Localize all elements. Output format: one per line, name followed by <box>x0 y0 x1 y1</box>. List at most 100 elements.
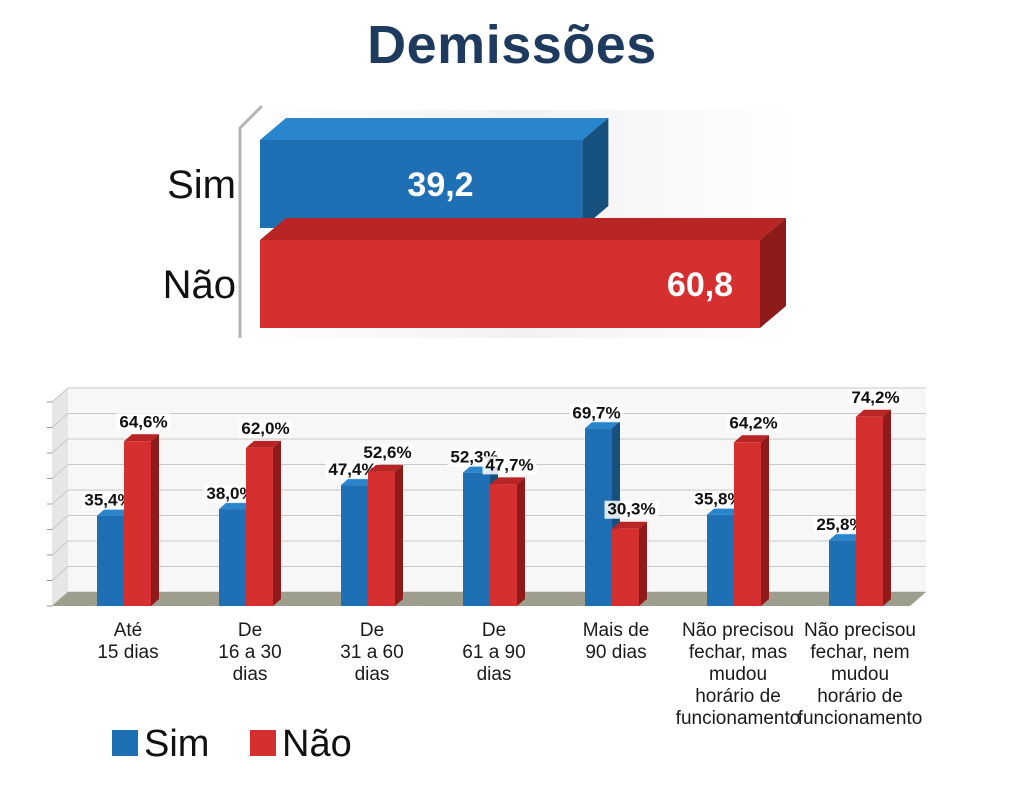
bar-side <box>883 409 891 606</box>
hbar-side <box>582 118 609 228</box>
data-label-bg <box>848 388 903 407</box>
gridline <box>51 464 926 479</box>
data-label: 62,0% <box>241 419 289 438</box>
data-label: 64,2% <box>729 413 777 432</box>
gridline <box>51 489 926 505</box>
x-tick-label: 15 dias <box>97 642 158 663</box>
x-tick-label: De <box>482 620 506 641</box>
x-tick-label: Não precisou <box>682 620 794 641</box>
data-label-bg <box>604 500 659 519</box>
category-label: Não <box>163 263 236 307</box>
data-label: 47,4% <box>328 460 376 479</box>
x-tick-label: De <box>360 620 384 641</box>
bar <box>490 484 517 606</box>
data-label-bg <box>691 490 746 509</box>
bar <box>612 528 639 606</box>
x-tick-label: Até <box>114 620 143 641</box>
bar <box>97 515 124 606</box>
bar <box>219 509 246 606</box>
x-tick-label: mudou <box>709 664 767 685</box>
bar-top <box>856 409 891 417</box>
bar <box>856 416 883 606</box>
data-label: 69,7% <box>572 403 620 422</box>
x-tick-label: dias <box>233 664 268 685</box>
data-label-bg <box>238 419 293 438</box>
data-label-bg <box>81 491 136 510</box>
bar-side <box>761 435 769 606</box>
legend-label: Não <box>282 723 352 765</box>
bar <box>707 514 734 606</box>
data-label: 60,8 <box>667 266 733 304</box>
bar-top <box>97 508 132 516</box>
bar-top <box>612 521 647 529</box>
bar-top <box>490 477 525 485</box>
bar-top <box>829 533 864 541</box>
bar <box>829 540 856 606</box>
x-tick-label: horário de <box>695 686 781 707</box>
data-label-bg <box>203 485 258 504</box>
x-tick-label: 90 dias <box>585 642 646 663</box>
chart-title: Demissões <box>367 15 657 75</box>
bar-top <box>124 434 159 442</box>
data-label-bg <box>726 414 781 433</box>
bar <box>463 472 490 606</box>
bar <box>260 140 583 228</box>
x-tick-label: funcionamento <box>798 708 923 729</box>
data-label-bg <box>569 404 624 423</box>
x-tick-label: 16 a 30 <box>218 642 281 663</box>
demissoes-horizontal-chart: Sim 39,2 Não 60,8 <box>163 104 800 338</box>
gridline <box>51 413 926 428</box>
data-label: 30,3% <box>607 500 655 519</box>
legend: Sim Não <box>112 723 352 765</box>
legend-label: Sim <box>144 723 209 765</box>
bar-side <box>273 440 281 606</box>
gridline <box>51 387 926 403</box>
legend-swatch <box>250 730 276 756</box>
bar-side <box>639 521 647 606</box>
bar <box>341 485 368 606</box>
x-tick-label: fechar, mas <box>689 642 787 663</box>
y-axis-line <box>238 104 264 338</box>
hbar-top <box>260 118 609 140</box>
bar-top <box>585 421 620 429</box>
x-tick-label: Não precisou <box>804 620 916 641</box>
gridline <box>51 438 926 454</box>
bar-top <box>368 464 403 472</box>
data-label: 38,0% <box>206 484 254 503</box>
bar <box>260 240 760 328</box>
data-label: 35,8% <box>694 490 742 509</box>
bar-side <box>395 464 403 606</box>
data-label-bg <box>360 443 415 462</box>
bar-side <box>151 434 159 606</box>
x-tick-label: dias <box>355 664 390 685</box>
data-label-bg <box>813 516 868 535</box>
x-tick-label: Mais de <box>583 620 650 641</box>
legend-swatch <box>112 730 138 756</box>
data-label: 74,2% <box>851 388 899 407</box>
bar-top <box>219 502 254 510</box>
bar-top <box>707 507 742 515</box>
data-label-bg <box>116 413 171 432</box>
bar <box>246 447 273 606</box>
hbar-side <box>760 218 786 328</box>
x-tick-label: De <box>238 620 262 641</box>
data-label: 35,4% <box>84 491 132 510</box>
x-tick-label: funcionamento <box>676 708 801 729</box>
hbar-top <box>260 218 786 240</box>
data-label: 52,6% <box>363 443 411 462</box>
data-label: 47,7% <box>485 455 533 474</box>
x-tick-label: dias <box>477 664 512 685</box>
bar-top <box>341 478 376 486</box>
category-label: Sim <box>167 163 236 207</box>
data-label: 25,8% <box>816 515 864 534</box>
bar <box>734 442 761 606</box>
x-tick-label: 61 a 90 <box>462 642 525 663</box>
x-tick-label: 31 a 60 <box>340 642 403 663</box>
bar-top <box>246 440 281 448</box>
data-label: 39,2 <box>407 166 473 204</box>
x-tick-label: fechar, nem <box>810 642 909 663</box>
bar-top <box>734 435 769 443</box>
data-label: 64,6% <box>119 412 167 431</box>
